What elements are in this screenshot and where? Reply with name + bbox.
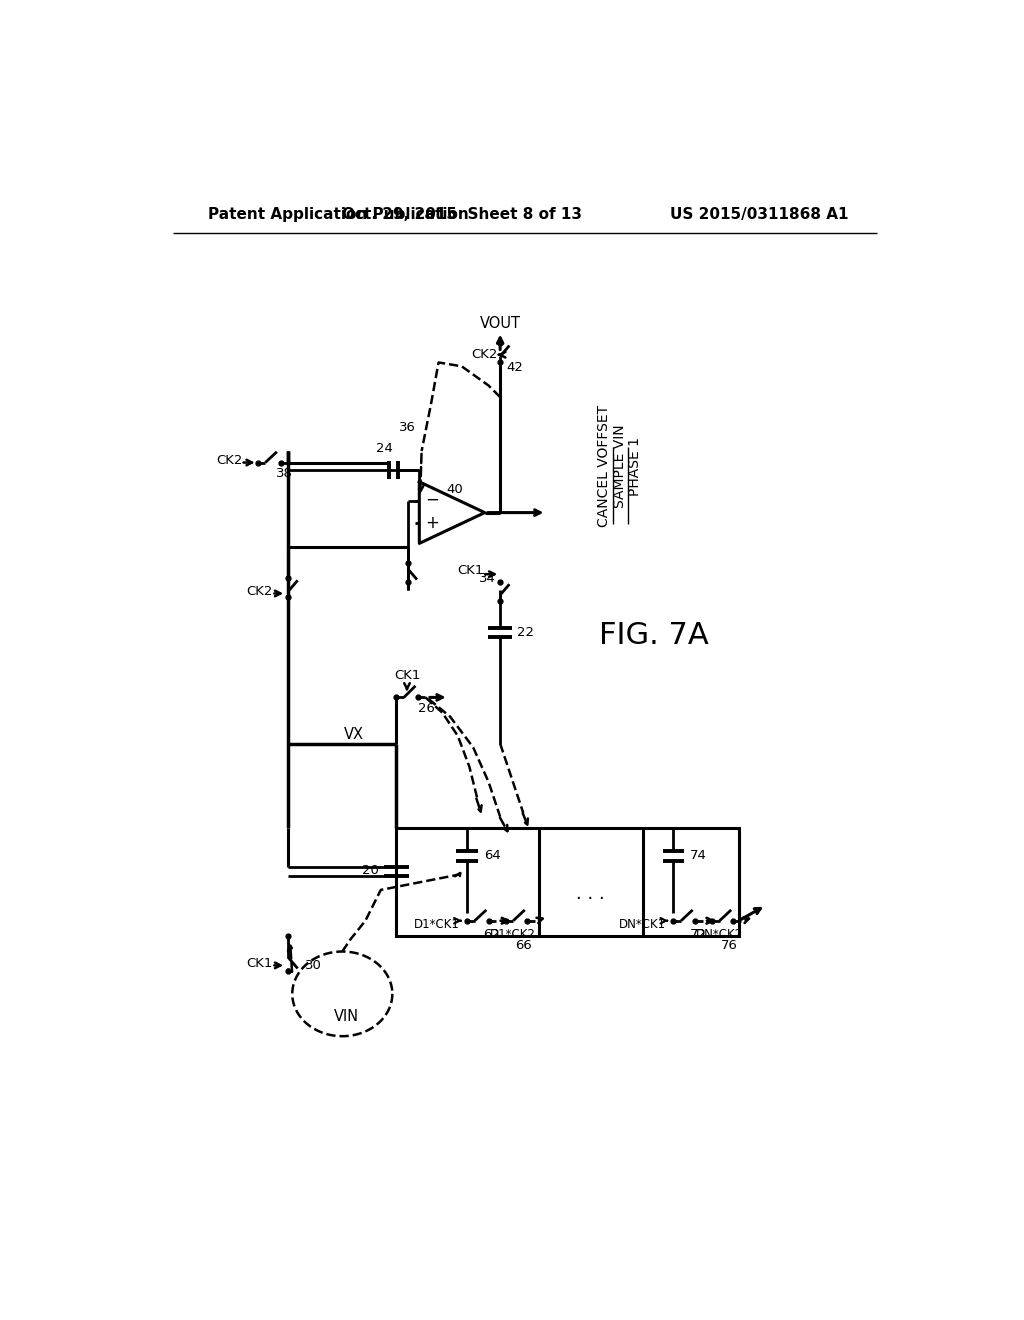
Text: 22: 22 bbox=[517, 626, 535, 639]
Text: FIG. 7A: FIG. 7A bbox=[599, 622, 709, 651]
Text: 74: 74 bbox=[690, 849, 708, 862]
Text: −: − bbox=[425, 491, 439, 508]
Text: DN*CK2: DN*CK2 bbox=[696, 928, 743, 941]
Text: CK1: CK1 bbox=[458, 564, 484, 577]
Text: 36: 36 bbox=[398, 421, 416, 434]
Text: US 2015/0311868 A1: US 2015/0311868 A1 bbox=[670, 207, 848, 222]
Text: 26: 26 bbox=[418, 702, 434, 714]
Text: Oct. 29, 2015  Sheet 8 of 13: Oct. 29, 2015 Sheet 8 of 13 bbox=[342, 207, 582, 222]
Text: 24: 24 bbox=[376, 442, 393, 455]
Text: Patent Application Publication: Patent Application Publication bbox=[208, 207, 468, 222]
Text: CK1: CK1 bbox=[246, 957, 272, 970]
Text: 20: 20 bbox=[362, 865, 379, 878]
Text: SAMPLE VIN: SAMPLE VIN bbox=[612, 425, 627, 508]
Text: D1*CK2: D1*CK2 bbox=[490, 928, 537, 941]
Text: 42: 42 bbox=[506, 360, 523, 374]
Text: +: + bbox=[425, 513, 439, 532]
Text: CK2: CK2 bbox=[216, 454, 243, 467]
Text: 62: 62 bbox=[483, 928, 500, 941]
Text: VX: VX bbox=[344, 727, 364, 742]
Text: 34: 34 bbox=[479, 572, 497, 585]
Text: . . .: . . . bbox=[575, 884, 604, 903]
Text: 76: 76 bbox=[721, 939, 738, 952]
Text: D1*CK1: D1*CK1 bbox=[414, 917, 460, 931]
Text: 66: 66 bbox=[515, 939, 531, 952]
Text: 40: 40 bbox=[446, 483, 463, 496]
Text: 38: 38 bbox=[276, 467, 293, 480]
Text: CK2: CK2 bbox=[471, 348, 498, 362]
Text: DN*CK1: DN*CK1 bbox=[618, 917, 666, 931]
Text: VOUT: VOUT bbox=[479, 317, 520, 331]
Text: 64: 64 bbox=[484, 849, 501, 862]
Text: CK2: CK2 bbox=[246, 585, 272, 598]
Text: CK1: CK1 bbox=[394, 669, 420, 682]
Text: 72: 72 bbox=[689, 928, 707, 941]
Text: 30: 30 bbox=[305, 958, 323, 972]
Text: CANCEL VOFFSET: CANCEL VOFFSET bbox=[597, 405, 611, 528]
Text: VIN: VIN bbox=[334, 1010, 358, 1024]
Bar bbox=[396, 829, 739, 936]
Text: PHASE 1: PHASE 1 bbox=[628, 437, 642, 496]
